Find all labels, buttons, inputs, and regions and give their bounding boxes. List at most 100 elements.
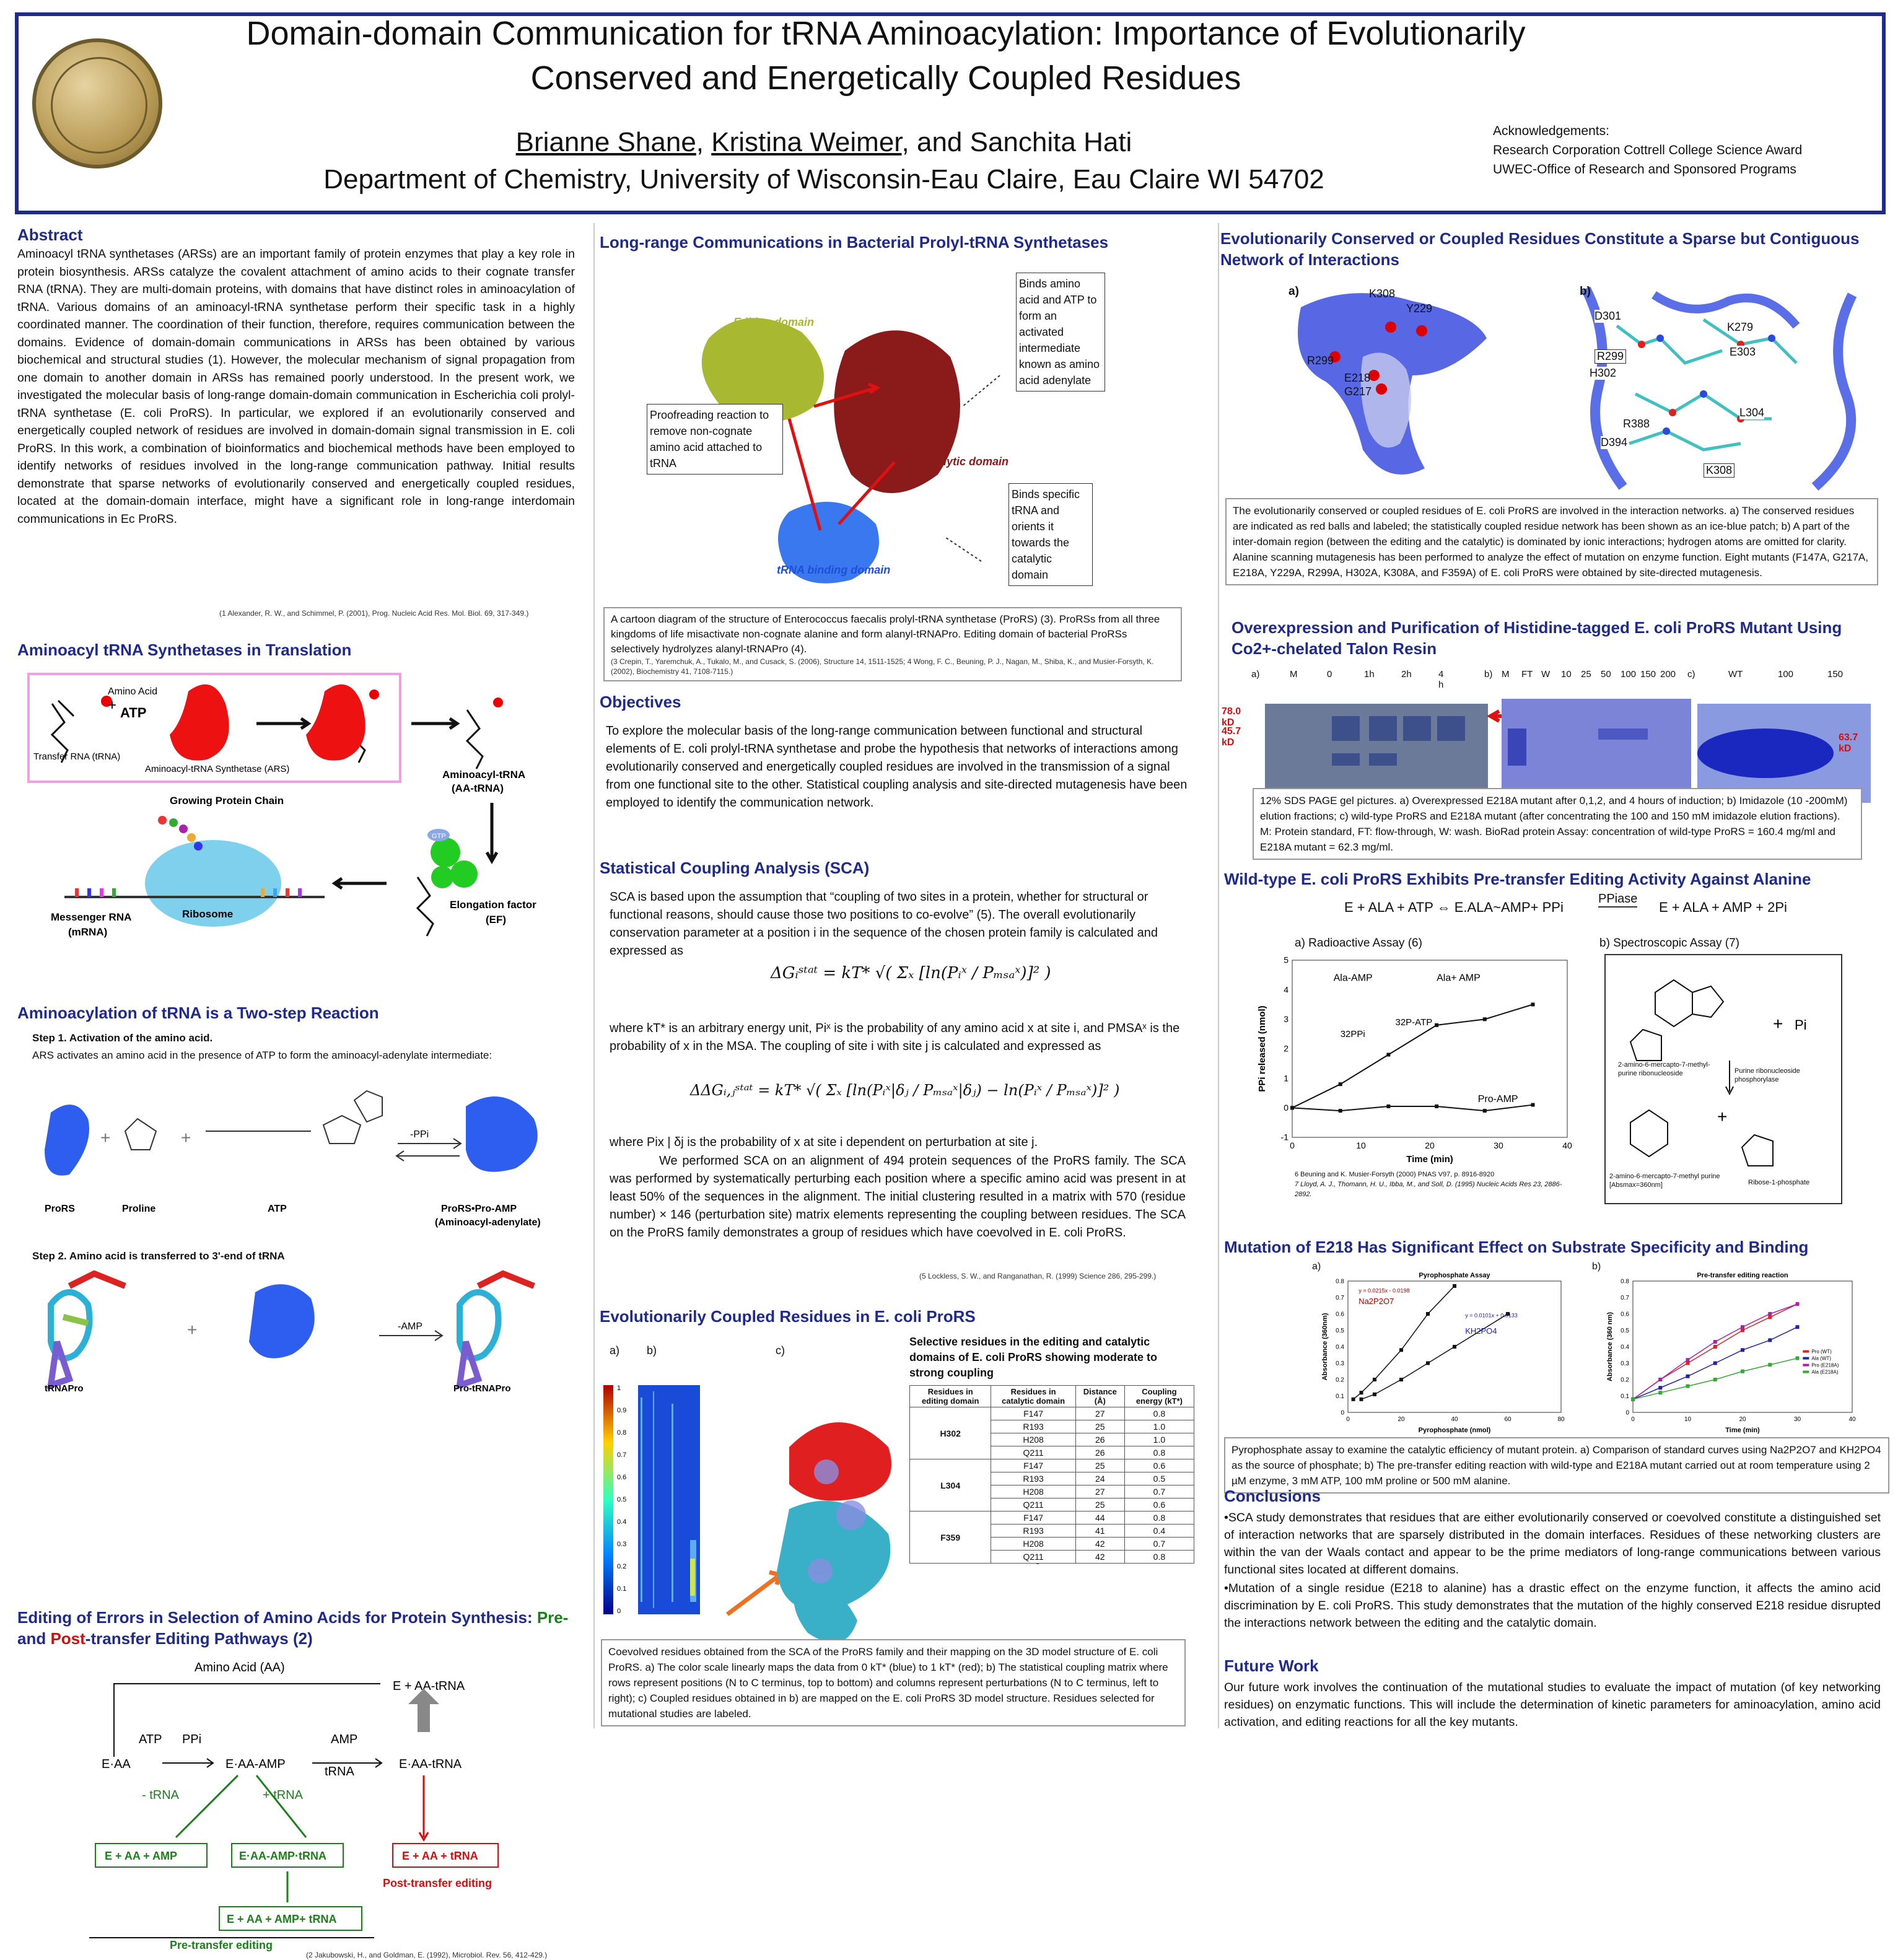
poster-title: Domain-domain Communication for tRNA Ami…	[246, 15, 1526, 97]
gel-lane-b: 100	[1621, 669, 1637, 680]
annotation-ppi: 32PPi	[1341, 1029, 1365, 1039]
conclusions-bullet-2: •Mutation of a single residue (E218 to a…	[1224, 1582, 1881, 1630]
conclusions-bullet-1: •SCA study demonstrates that residues th…	[1224, 1511, 1881, 1577]
sca-heading: Statistical Coupling Analysis (SCA)	[600, 859, 870, 877]
data-point	[1351, 1397, 1355, 1401]
table-header: Residues in catalytic domain	[991, 1385, 1076, 1407]
data-point	[1482, 1109, 1487, 1113]
x-tick-label: 30	[1494, 1140, 1503, 1150]
label-product-2: (Aminoacyl-adenylate)	[435, 1217, 541, 1228]
table-cell: 26	[1075, 1433, 1125, 1446]
x-tick-label: 40	[1562, 1140, 1572, 1150]
series-line	[1292, 1104, 1533, 1112]
y-tick-label: 2	[1284, 1044, 1288, 1054]
series-name-pro-amp: Pro-AMP	[1478, 1094, 1518, 1105]
sca-p3: where Pix | δj is the probability of x a…	[610, 1135, 1038, 1149]
gel-lane-c: 100	[1778, 669, 1794, 680]
mutation-caption: Pyrophosphate assay to examine the catal…	[1224, 1437, 1889, 1494]
x-axis-label: Time (min)	[1406, 1154, 1453, 1165]
gel-caption: 12% SDS PAGE gel pictures. a) Overexpres…	[1253, 788, 1862, 860]
table-cell: 25	[1075, 1498, 1125, 1512]
table-cell: L304	[909, 1459, 992, 1512]
series-name-ala-amp: Ala+ AMP	[1437, 973, 1481, 983]
box-e-aa-amp-trna-2: E + AA + AMP+ tRNA	[227, 1913, 337, 1925]
gel-kd-63: 63.7 kD	[1839, 732, 1858, 754]
longrange-caption: A cartoon diagram of the structure of En…	[603, 607, 1182, 681]
network-b-label: E303	[1730, 346, 1756, 359]
wildtype-refs: 6 Beuning and K. Musier-Forsyth (2000) P…	[1295, 1170, 1567, 1199]
table-cell: Q211	[991, 1550, 1076, 1564]
network-caption: The evolutionarily conserved or coupled …	[1225, 498, 1878, 585]
coupled-caption: Coevolved residues obtained from the SCA…	[601, 1639, 1186, 1726]
x-tick-label: 0	[1290, 1140, 1295, 1150]
author-2: Kristina Weimer	[711, 127, 902, 157]
data-point	[1453, 1345, 1456, 1349]
x-axis-label: Pyrophosphate (nmol)	[1419, 1427, 1491, 1434]
x-tick-label: 10	[1684, 1416, 1692, 1423]
data-point	[1658, 1386, 1663, 1390]
x-tick-label: 40	[1848, 1416, 1856, 1423]
label-e-aa-trna: E·AA-tRNA	[399, 1757, 462, 1771]
label-trna-domain: tRNA binding domain	[777, 564, 890, 576]
label-ppi: -PPi	[410, 1129, 429, 1140]
label-e-aa-amp: E·AA-AMP	[225, 1757, 286, 1771]
label-atp-3: ATP	[139, 1733, 162, 1746]
table-cell: F359	[909, 1511, 992, 1564]
annotation-eq-1: y = 0.0215x - 0.0198	[1358, 1288, 1409, 1294]
network-a-label: E218	[1344, 372, 1371, 384]
ack-line-1: Research Corporation Cottrell College Sc…	[1493, 143, 1803, 157]
abstract-heading: Abstract	[17, 225, 83, 244]
pretransfer-editing-chart: 0 10 20 30 40 0.8 0.7 0.6 0.5 0.4 0.3 0.2 0.1 0 Time (…	[1604, 1267, 1858, 1435]
wildtype-equation-enzyme: PPiase	[1598, 892, 1638, 908]
ack-line-2: UWEC-Office of Research and Sponsored Pr…	[1493, 162, 1796, 177]
y-tick-label: 0.4	[1336, 1344, 1344, 1350]
mutation-label-b: b)	[1592, 1261, 1601, 1272]
data-point	[1768, 1312, 1772, 1316]
table-cell: 24	[1075, 1472, 1125, 1485]
x-tick-label: 80	[1557, 1416, 1565, 1423]
coupled-heading: Evolutionarily Coupled Residues in E. co…	[600, 1307, 976, 1326]
data-point	[1686, 1384, 1690, 1388]
network-a-label: R299	[1307, 354, 1334, 367]
data-point	[1426, 1312, 1430, 1316]
label-ppi-2: PPi	[182, 1733, 201, 1746]
legend-swatch	[1803, 1350, 1809, 1353]
table-header: Coupling energy (kT*)	[1124, 1385, 1195, 1407]
gel-lane-c: 150	[1827, 669, 1844, 680]
gel-lane-a: 2h	[1401, 669, 1412, 680]
table-cell: 0.5	[1124, 1472, 1195, 1485]
ref-7: 7 Lloyd, A. J., Thomann, H. U., Ibba, M.…	[1295, 1181, 1562, 1198]
data-point	[1531, 1002, 1535, 1007]
spectroscopic-assay-figure: + + Pi 2-amino-6-mercapto-7-methyl-purin…	[1604, 954, 1842, 1204]
prors-structure-figure: Editing domain Catalytic domain tRNA bin…	[634, 264, 1192, 636]
legend-entry: Pro (WT)	[1811, 1349, 1832, 1355]
x-axis-label: Time (min)	[1725, 1427, 1760, 1434]
colorbar-tick: 0.3	[617, 1541, 626, 1548]
label-e-aa-trna-top: E + AA-tRNA	[393, 1679, 465, 1693]
label-ef: Elongation factor	[450, 899, 536, 911]
mutation-label-a: a)	[1312, 1261, 1321, 1272]
svg-text:+: +	[108, 697, 116, 714]
data-point	[1713, 1345, 1717, 1349]
data-point	[1359, 1397, 1363, 1401]
network-label-b: b)	[1580, 285, 1591, 298]
editing-diagram: Amino Acid (AA) E + AA-tRNA E·AA ATP PPi…	[27, 1658, 585, 1955]
affiliation: Department of Chemistry, University of W…	[323, 164, 1324, 195]
table-cell: R193	[991, 1420, 1076, 1433]
table-row: R193 24 0.5	[910, 1472, 1195, 1485]
legend-entry: Ala (WT)	[1811, 1356, 1831, 1362]
radioactive-assay-chart: 0 10 20 30 40 5 4 3 2 1 0 -1 Time (min) PPi released …	[1257, 954, 1580, 1165]
label-trna-2: tRNA	[325, 1765, 354, 1778]
table-cell: 0.8	[1124, 1550, 1195, 1564]
data-point	[1290, 1106, 1294, 1110]
mol1-label: 2-amino-6-mercapto-7-methyl-purine ribon…	[1618, 1061, 1710, 1077]
x-tick-label: 0	[1631, 1416, 1635, 1423]
column-2: Long-range Communications in Bacterial P…	[597, 221, 1217, 1737]
colorbar-tick: 0.4	[617, 1518, 626, 1526]
table-header: Residues in editing domain	[909, 1385, 992, 1407]
gel-lane-b: W	[1541, 669, 1551, 680]
label-trna: Transfer RNA (tRNA)	[33, 751, 120, 762]
data-point	[1435, 1023, 1439, 1027]
gel-label-b: b)	[1484, 669, 1493, 680]
label-minus-trna: - tRNA	[142, 1788, 180, 1802]
